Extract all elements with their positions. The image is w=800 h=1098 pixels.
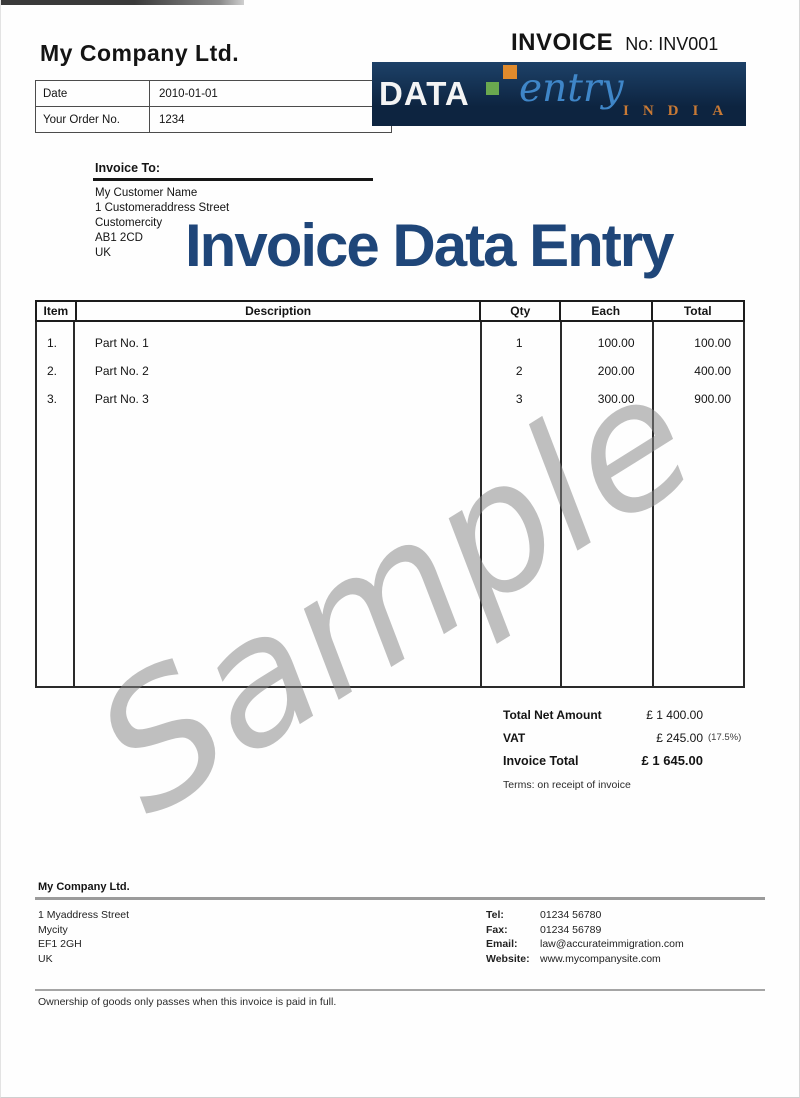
meta-row-date: Date 2010-01-01 xyxy=(36,81,391,106)
row-description: Part No. 2 xyxy=(94,364,149,378)
col-header-description: Description xyxy=(74,302,480,320)
invoice-number: No: INV001 xyxy=(625,34,719,54)
invoice-header: INVOICE No: INV001 xyxy=(511,29,718,57)
logo-green-square-icon xyxy=(486,82,499,95)
footer-address-block: 1 Myaddress Street Mycity EF1 2GH UK xyxy=(38,908,129,966)
company-name-heading: My Company Ltd. xyxy=(40,40,240,66)
footer-country: UK xyxy=(38,952,53,965)
row-description: Part No. 3 xyxy=(94,392,149,406)
row-total: 900.00 xyxy=(694,392,731,406)
footer-divider-top xyxy=(35,897,765,900)
totals-block: Total Net Amount £ 1 400.00 VAT £ 245.00… xyxy=(503,703,747,772)
row-each: 300.00 xyxy=(597,392,635,406)
fax-label: Fax: xyxy=(486,923,508,936)
logo-orange-square-icon xyxy=(503,65,517,79)
customer-country: UK xyxy=(95,247,111,259)
customer-postcode: AB1 2CD xyxy=(95,232,143,244)
row-each: 200.00 xyxy=(597,364,635,378)
net-amount-value: £ 1 400.00 xyxy=(646,707,703,722)
footer-city: Mycity xyxy=(38,923,68,936)
row-qty: 1 xyxy=(515,336,523,350)
logo-data-text: DATA xyxy=(379,75,470,112)
row-description: Part No. 1 xyxy=(94,336,149,350)
tel-value: 01234 56780 xyxy=(540,909,602,922)
row-total: 400.00 xyxy=(694,364,731,378)
footer-postcode: EF1 2GH xyxy=(38,938,82,950)
vat-rate: (17.5%) xyxy=(708,732,742,743)
meta-row-order: Your Order No. 1234 xyxy=(36,106,391,132)
net-amount-row: Total Net Amount £ 1 400.00 xyxy=(503,703,747,726)
col-header-qty: Qty xyxy=(479,302,559,320)
items-table-header: Item Description Qty Each Total xyxy=(35,300,745,322)
row-qty: 3 xyxy=(515,392,523,406)
customer-city: Customercity xyxy=(95,217,163,229)
website-value: www.mycompanysite.com xyxy=(540,952,661,965)
items-table: Item Description Qty Each Total 1. Part … xyxy=(35,300,745,688)
vat-value: £ 245.00 xyxy=(656,730,703,745)
table-row: 3. Part No. 3 3 300.00 900.00 xyxy=(37,386,743,412)
order-no-label: Your Order No. xyxy=(36,107,150,132)
customer-address-block: My Customer Name 1 Customeraddress Stree… xyxy=(95,186,229,261)
customer-name: My Customer Name xyxy=(95,187,198,199)
column-divider xyxy=(73,322,75,686)
logo-entry-text: entry xyxy=(519,66,624,111)
col-header-each: Each xyxy=(559,302,650,320)
col-header-item: Item xyxy=(43,304,69,318)
table-row: 1. Part No. 1 1 100.00 100.00 xyxy=(37,330,743,356)
order-no-value: 1234 xyxy=(159,113,185,126)
col-header-total: Total xyxy=(650,302,743,320)
invoice-total-row: Invoice Total £ 1 645.00 xyxy=(503,749,747,772)
invoice-to-label: Invoice To: xyxy=(95,161,161,175)
invoice-total-value: £ 1 645.00 xyxy=(641,753,703,768)
column-divider xyxy=(560,322,562,686)
net-amount-label: Total Net Amount xyxy=(503,707,602,722)
email-value: law@accurateimmigration.com xyxy=(540,938,684,951)
footer-street: 1 Myaddress Street xyxy=(38,909,130,921)
tel-label: Tel: xyxy=(486,909,504,922)
row-total: 100.00 xyxy=(694,336,731,350)
contact-row-website: Website: www.mycompanysite.com xyxy=(486,952,684,967)
column-divider xyxy=(480,322,482,686)
contact-row-fax: Fax: 01234 56789 xyxy=(486,923,684,938)
invoice-to-underline xyxy=(93,178,373,181)
data-entry-india-logo: DATA entry INDIA xyxy=(372,62,746,126)
row-qty: 2 xyxy=(515,364,523,378)
invoice-label: INVOICE xyxy=(511,29,614,56)
email-label: Email: xyxy=(486,938,518,951)
row-item-no: 1. xyxy=(47,336,58,350)
date-value: 2010-01-01 xyxy=(159,87,218,100)
scan-top-edge-artifact xyxy=(0,0,244,5)
column-divider xyxy=(652,322,654,686)
ownership-note: Ownership of goods only passes when this… xyxy=(38,996,337,1008)
footer-company-name: My Company Ltd. xyxy=(38,881,130,893)
page-title: Invoice Data Entry xyxy=(185,212,675,279)
customer-street: 1 Customeraddress Street xyxy=(95,202,230,214)
invoice-meta-table: Date 2010-01-01 Your Order No. 1234 xyxy=(35,80,392,133)
contact-row-tel: Tel: 01234 56780 xyxy=(486,908,684,923)
footer-divider-bottom xyxy=(35,989,765,991)
payment-terms: Terms: on receipt of invoice xyxy=(503,779,631,791)
invoice-total-label: Invoice Total xyxy=(503,753,579,768)
logo-india-text: INDIA xyxy=(623,103,738,119)
website-label: Website: xyxy=(486,952,530,965)
footer-contacts-block: Tel: 01234 56780 Fax: 01234 56789 Email:… xyxy=(486,908,684,966)
items-table-body: 1. Part No. 1 1 100.00 100.00 2. Part No… xyxy=(35,322,745,688)
row-item-no: 3. xyxy=(47,392,58,406)
fax-value: 01234 56789 xyxy=(540,923,602,936)
contact-row-email: Email: law@accurateimmigration.com xyxy=(486,937,684,952)
vat-label: VAT xyxy=(503,730,526,745)
date-label: Date xyxy=(36,81,150,106)
table-row: 2. Part No. 2 2 200.00 400.00 xyxy=(37,358,743,384)
row-item-no: 2. xyxy=(47,364,58,378)
vat-row: VAT £ 245.00 (17.5%) xyxy=(503,726,747,749)
row-each: 100.00 xyxy=(597,336,635,350)
